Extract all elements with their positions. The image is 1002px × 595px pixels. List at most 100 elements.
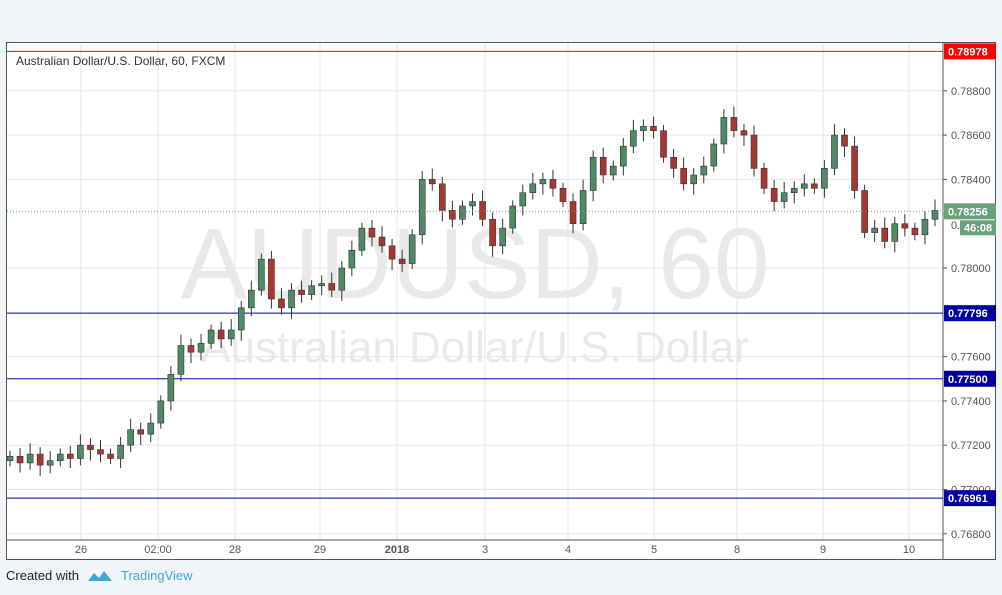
countdown-label: 46:08 — [964, 222, 992, 234]
x-tick-label: 26 — [75, 544, 87, 556]
candle-up — [56, 453, 64, 462]
x-tick-label: 3 — [482, 544, 488, 556]
countdown-badge — [960, 220, 996, 236]
y-tick-label: 0.78000 — [951, 263, 991, 275]
candle-down — [660, 130, 667, 158]
y-tick-label: 0.77200 — [951, 440, 991, 452]
y-tick-label: 0.77600 — [951, 352, 991, 364]
x-tick-label: 29 — [314, 544, 326, 556]
x-tick-label: 9 — [820, 544, 826, 556]
candle-down — [670, 156, 677, 169]
candle-down — [569, 201, 577, 225]
candle-down — [16, 455, 24, 464]
candle-down — [559, 187, 567, 202]
candle-down — [479, 201, 486, 220]
candle-up — [248, 289, 255, 309]
candle-up — [620, 145, 627, 167]
candle-up — [640, 125, 647, 131]
candle-up — [26, 453, 34, 464]
candle-down — [449, 210, 456, 220]
candle-up — [519, 192, 527, 207]
candle-down — [841, 134, 848, 147]
candle-up — [921, 218, 929, 236]
candle-up — [459, 205, 466, 220]
tradingview-link[interactable]: TradingView — [120, 568, 193, 583]
candle-up — [358, 227, 366, 251]
x-tick-label: 02:00 — [144, 544, 172, 556]
candle-up — [77, 444, 84, 459]
candle-down — [650, 125, 657, 131]
y-tick-label: 0.78600 — [951, 130, 991, 142]
price-level-badge — [944, 43, 996, 60]
candle-down — [36, 453, 44, 466]
price-level-badge — [944, 305, 996, 322]
price-level-badge — [944, 370, 996, 387]
candle-down — [398, 258, 406, 264]
candle-up — [891, 223, 899, 242]
candle-down — [770, 187, 778, 202]
candle-down — [268, 258, 275, 300]
candle-down — [428, 179, 436, 185]
price-level-label: 0.78978 — [948, 46, 988, 58]
candle-down — [439, 183, 446, 211]
last-price-label: 0.78256 — [948, 206, 988, 218]
x-tick-label: 4 — [565, 544, 571, 556]
candle-up — [539, 179, 547, 185]
candle-up — [147, 422, 155, 435]
candle-down — [298, 289, 305, 295]
candle-up — [700, 165, 708, 176]
candle-up — [117, 444, 124, 459]
price-level-label: 0.77796 — [948, 308, 988, 320]
candle-down — [760, 168, 768, 189]
candle-up — [529, 183, 537, 193]
y-tick-label: 0.78400 — [951, 174, 991, 186]
candle-up — [157, 400, 165, 424]
y-tick-label-partial: 0. — [951, 220, 960, 232]
footer: Created with TradingView — [6, 568, 193, 583]
candle-up — [509, 205, 517, 229]
candle-up — [609, 165, 617, 176]
candle-up — [579, 190, 587, 225]
candle-down — [911, 227, 919, 236]
candle-up — [338, 267, 346, 291]
candle-up — [318, 283, 325, 287]
candle-up — [871, 227, 878, 233]
candle-up — [127, 429, 134, 446]
candle-up — [418, 179, 426, 236]
y-tick-label: 0.76800 — [951, 529, 991, 541]
tradingview-logo-icon — [87, 570, 112, 581]
candle-down — [489, 218, 496, 247]
price-level-label: 0.76961 — [948, 493, 988, 505]
candle-up — [258, 258, 265, 291]
candle-up — [690, 174, 697, 185]
candle-up — [589, 156, 597, 191]
candle-up — [720, 117, 728, 145]
candle-down — [97, 449, 104, 455]
candle-up — [46, 460, 54, 466]
candle-up — [177, 345, 185, 375]
candle-down — [881, 227, 889, 242]
candle-up — [408, 234, 416, 264]
candle-down — [811, 183, 818, 189]
x-tick-label: 28 — [229, 544, 241, 556]
candle-down — [599, 156, 607, 176]
x-tick-label: 5 — [651, 544, 657, 556]
chart-title: Australian Dollar/U.S. Dollar, 60, FXCM — [16, 54, 225, 68]
candle-down — [750, 134, 758, 169]
candle-down — [187, 345, 195, 353]
candle-up — [630, 130, 637, 147]
candle-down — [87, 444, 94, 450]
candle-down — [67, 453, 74, 459]
candle-down — [328, 283, 336, 291]
chart-panel[interactable] — [6, 42, 996, 560]
candle-down — [378, 236, 386, 247]
candle-down — [901, 223, 909, 229]
last-price-badge — [944, 203, 996, 220]
candle-up — [499, 227, 506, 247]
created-with-text: Created with — [6, 568, 79, 583]
price-level-badge — [944, 490, 996, 507]
candle-up — [207, 329, 215, 344]
candle-up — [800, 183, 808, 189]
candle-up — [197, 343, 205, 353]
